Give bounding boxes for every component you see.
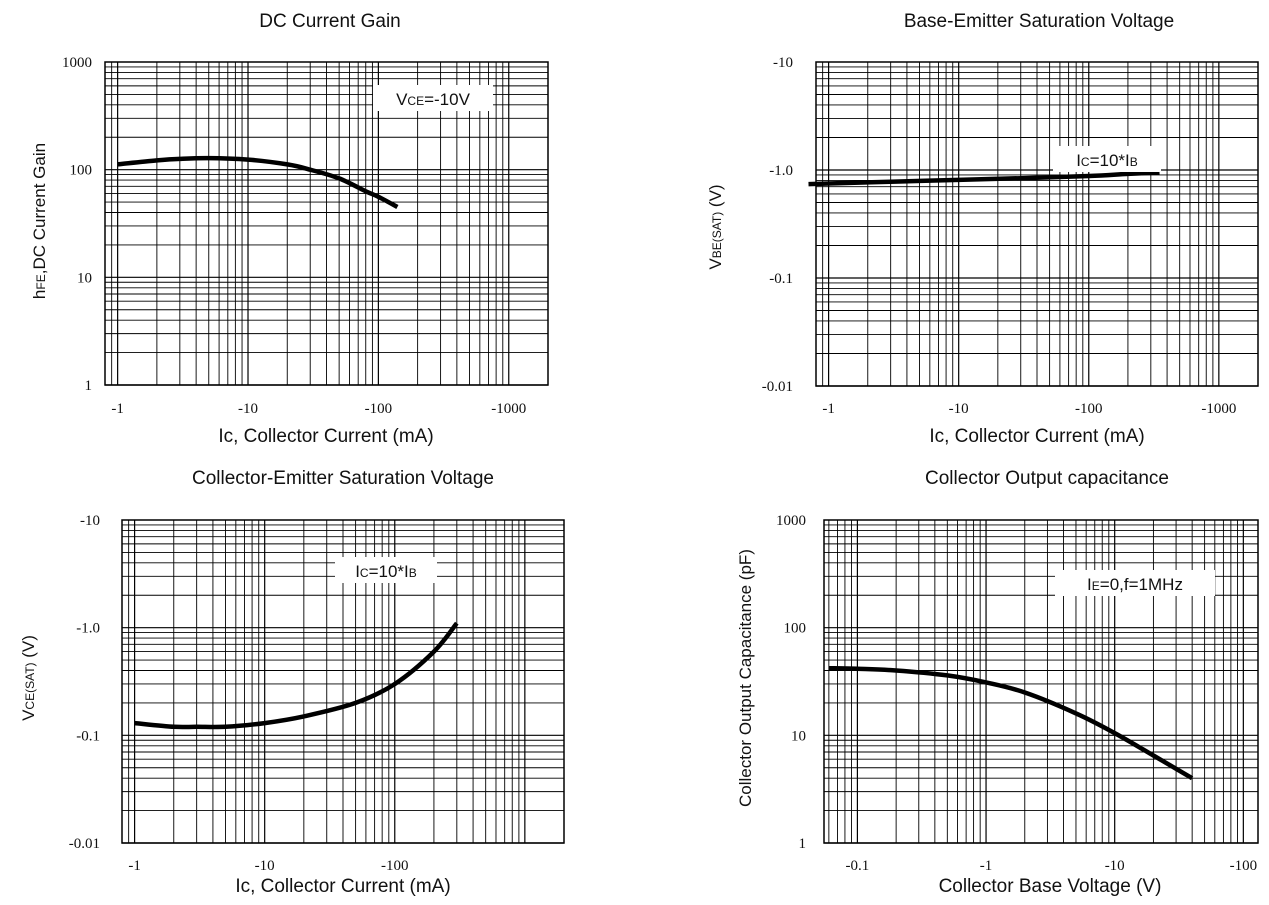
y-tick-label: 1000: [62, 55, 92, 71]
y-axis-label: Collector Output Capacitance (pF): [736, 549, 755, 807]
y-tick-label: -10: [80, 513, 100, 529]
y-tick-label: -0.01: [69, 836, 100, 852]
annotation-label-part: V: [396, 90, 408, 109]
y-axis-label: VCE(SAT) (V): [19, 635, 38, 721]
annotation-box: [1055, 570, 1215, 596]
y-axis-label: VBE(SAT) (V): [706, 184, 725, 269]
x-tick-label: -1: [128, 858, 141, 874]
chart-cob: 1 10 100 1000 -0.1 -1 -10 -100 Collector Output …: [736, 468, 1259, 897]
plot-frame: [823, 519, 1259, 844]
annotation-label-part: =-10V: [424, 90, 470, 109]
x-tick-label: -100: [1230, 858, 1258, 874]
x-tick-label: -1000: [1201, 401, 1236, 417]
y-axis-label-part: ,DC Current Gain: [30, 143, 49, 274]
x-tick-label: -1000: [491, 401, 526, 417]
x-tick-label: -1: [822, 401, 835, 417]
x-axis-label: Ic, Collector Current (mA): [929, 426, 1144, 447]
y-axis-label-part: BE(SAT): [710, 212, 724, 258]
y-axis-label-part: FE: [34, 274, 48, 289]
annotation-label-part: CE: [407, 94, 424, 108]
annotation-label-part: C: [360, 566, 369, 580]
grid: [824, 520, 1258, 844]
annotation-box: [335, 557, 437, 583]
x-tick-label: -10: [1105, 858, 1125, 874]
x-tick-label: -100: [381, 858, 409, 874]
y-tick-label: 10: [791, 728, 806, 744]
y-tick-label: -1.0: [769, 163, 793, 179]
y-tick-label: 10: [77, 270, 92, 286]
plot-frame: [121, 519, 565, 844]
chart-title: Base-Emitter Saturation Voltage: [904, 11, 1174, 32]
y-tick-label: 100: [784, 621, 807, 637]
grid: [104, 62, 549, 386]
annotation-label: VCE=-10V: [396, 90, 471, 109]
y-tick-label: -0.01: [762, 379, 793, 395]
y-axis-label-part: CE(SAT): [23, 662, 37, 709]
y-axis-label-part: h: [30, 290, 49, 299]
x-tick-label: -10: [238, 401, 258, 417]
series-line: [808, 170, 1160, 187]
x-axis-label: Collector Base Voltage (V): [939, 876, 1162, 897]
x-tick-label: -10: [949, 401, 969, 417]
x-tick-label: -1: [980, 858, 993, 874]
annotation-label-part: =10*I: [369, 562, 409, 581]
chart-vce-sat: -0.01 -0.1 -1.0 -10 -1 -10 -100 Collector-Emitt…: [19, 468, 565, 897]
annotation-label-part: C: [1081, 155, 1090, 169]
annotation-label-part: B: [1130, 155, 1138, 169]
annotation-label: IC=10*IB: [355, 562, 417, 581]
x-axis-label: Ic, Collector Current (mA): [218, 426, 433, 447]
annotation-label-part: I: [355, 562, 360, 581]
annotation-box: [373, 85, 493, 111]
annotation-label: IC=10*IB: [1076, 151, 1138, 170]
y-tick-label: 100: [70, 163, 93, 179]
y-tick-label: -10: [773, 55, 793, 71]
x-tick-label: -100: [365, 401, 393, 417]
annotation-label-part: I: [1076, 151, 1081, 170]
annotation-label-part: E: [1092, 579, 1100, 593]
y-axis-label-part: (V): [19, 635, 38, 662]
y-tick-label: 1000: [776, 513, 806, 529]
x-tick-label: -1: [111, 401, 124, 417]
y-tick-label: -0.1: [76, 728, 100, 744]
plot-frame: [104, 61, 549, 386]
x-tick-label: -10: [255, 858, 275, 874]
x-tick-label: -0.1: [846, 858, 870, 874]
chart-title: Collector-Emitter Saturation Voltage: [192, 468, 494, 489]
plot-frame: [815, 61, 1259, 387]
chart-dc-current-gain: 1 10 100 1000 -1 -10 -100 -1000 DC Current Gain I…: [30, 11, 549, 447]
series-line: [117, 155, 399, 209]
y-tick-label: 1: [799, 836, 807, 852]
series-line: [828, 665, 1194, 781]
y-axis-label: hFE,DC Current Gain: [30, 143, 49, 299]
y-tick-label: 1: [85, 378, 93, 394]
y-axis-label-part: V: [19, 709, 38, 721]
y-axis-label-part: V: [706, 258, 725, 270]
y-tick-label: -1.0: [76, 621, 100, 637]
x-axis-label: Ic, Collector Current (mA): [235, 876, 450, 897]
annotation-label-part: B: [409, 566, 417, 580]
y-tick-label: -0.1: [769, 271, 793, 287]
annotation-label: IE=0,f=1MHz: [1087, 575, 1183, 594]
chart-title: DC Current Gain: [259, 11, 401, 32]
chart-vbe-sat: -0.01 -0.1 -1.0 -10 -1 -10 -100 -1000 Base-Emitt…: [706, 11, 1259, 447]
annotation-label-part: =10*I: [1090, 151, 1130, 170]
y-axis-label-part: Collector Output Capacitance (pF): [736, 549, 755, 807]
chart-title: Collector Output capacitance: [925, 468, 1169, 489]
y-axis-label-part: (V): [706, 184, 725, 211]
annotation-box: [1053, 146, 1161, 172]
annotation-label-part: I: [1087, 575, 1092, 594]
series-line: [134, 621, 459, 730]
grid: [815, 62, 1259, 387]
x-tick-label: -100: [1075, 401, 1103, 417]
annotation-label-part: =0,f=1MHz: [1100, 575, 1183, 594]
